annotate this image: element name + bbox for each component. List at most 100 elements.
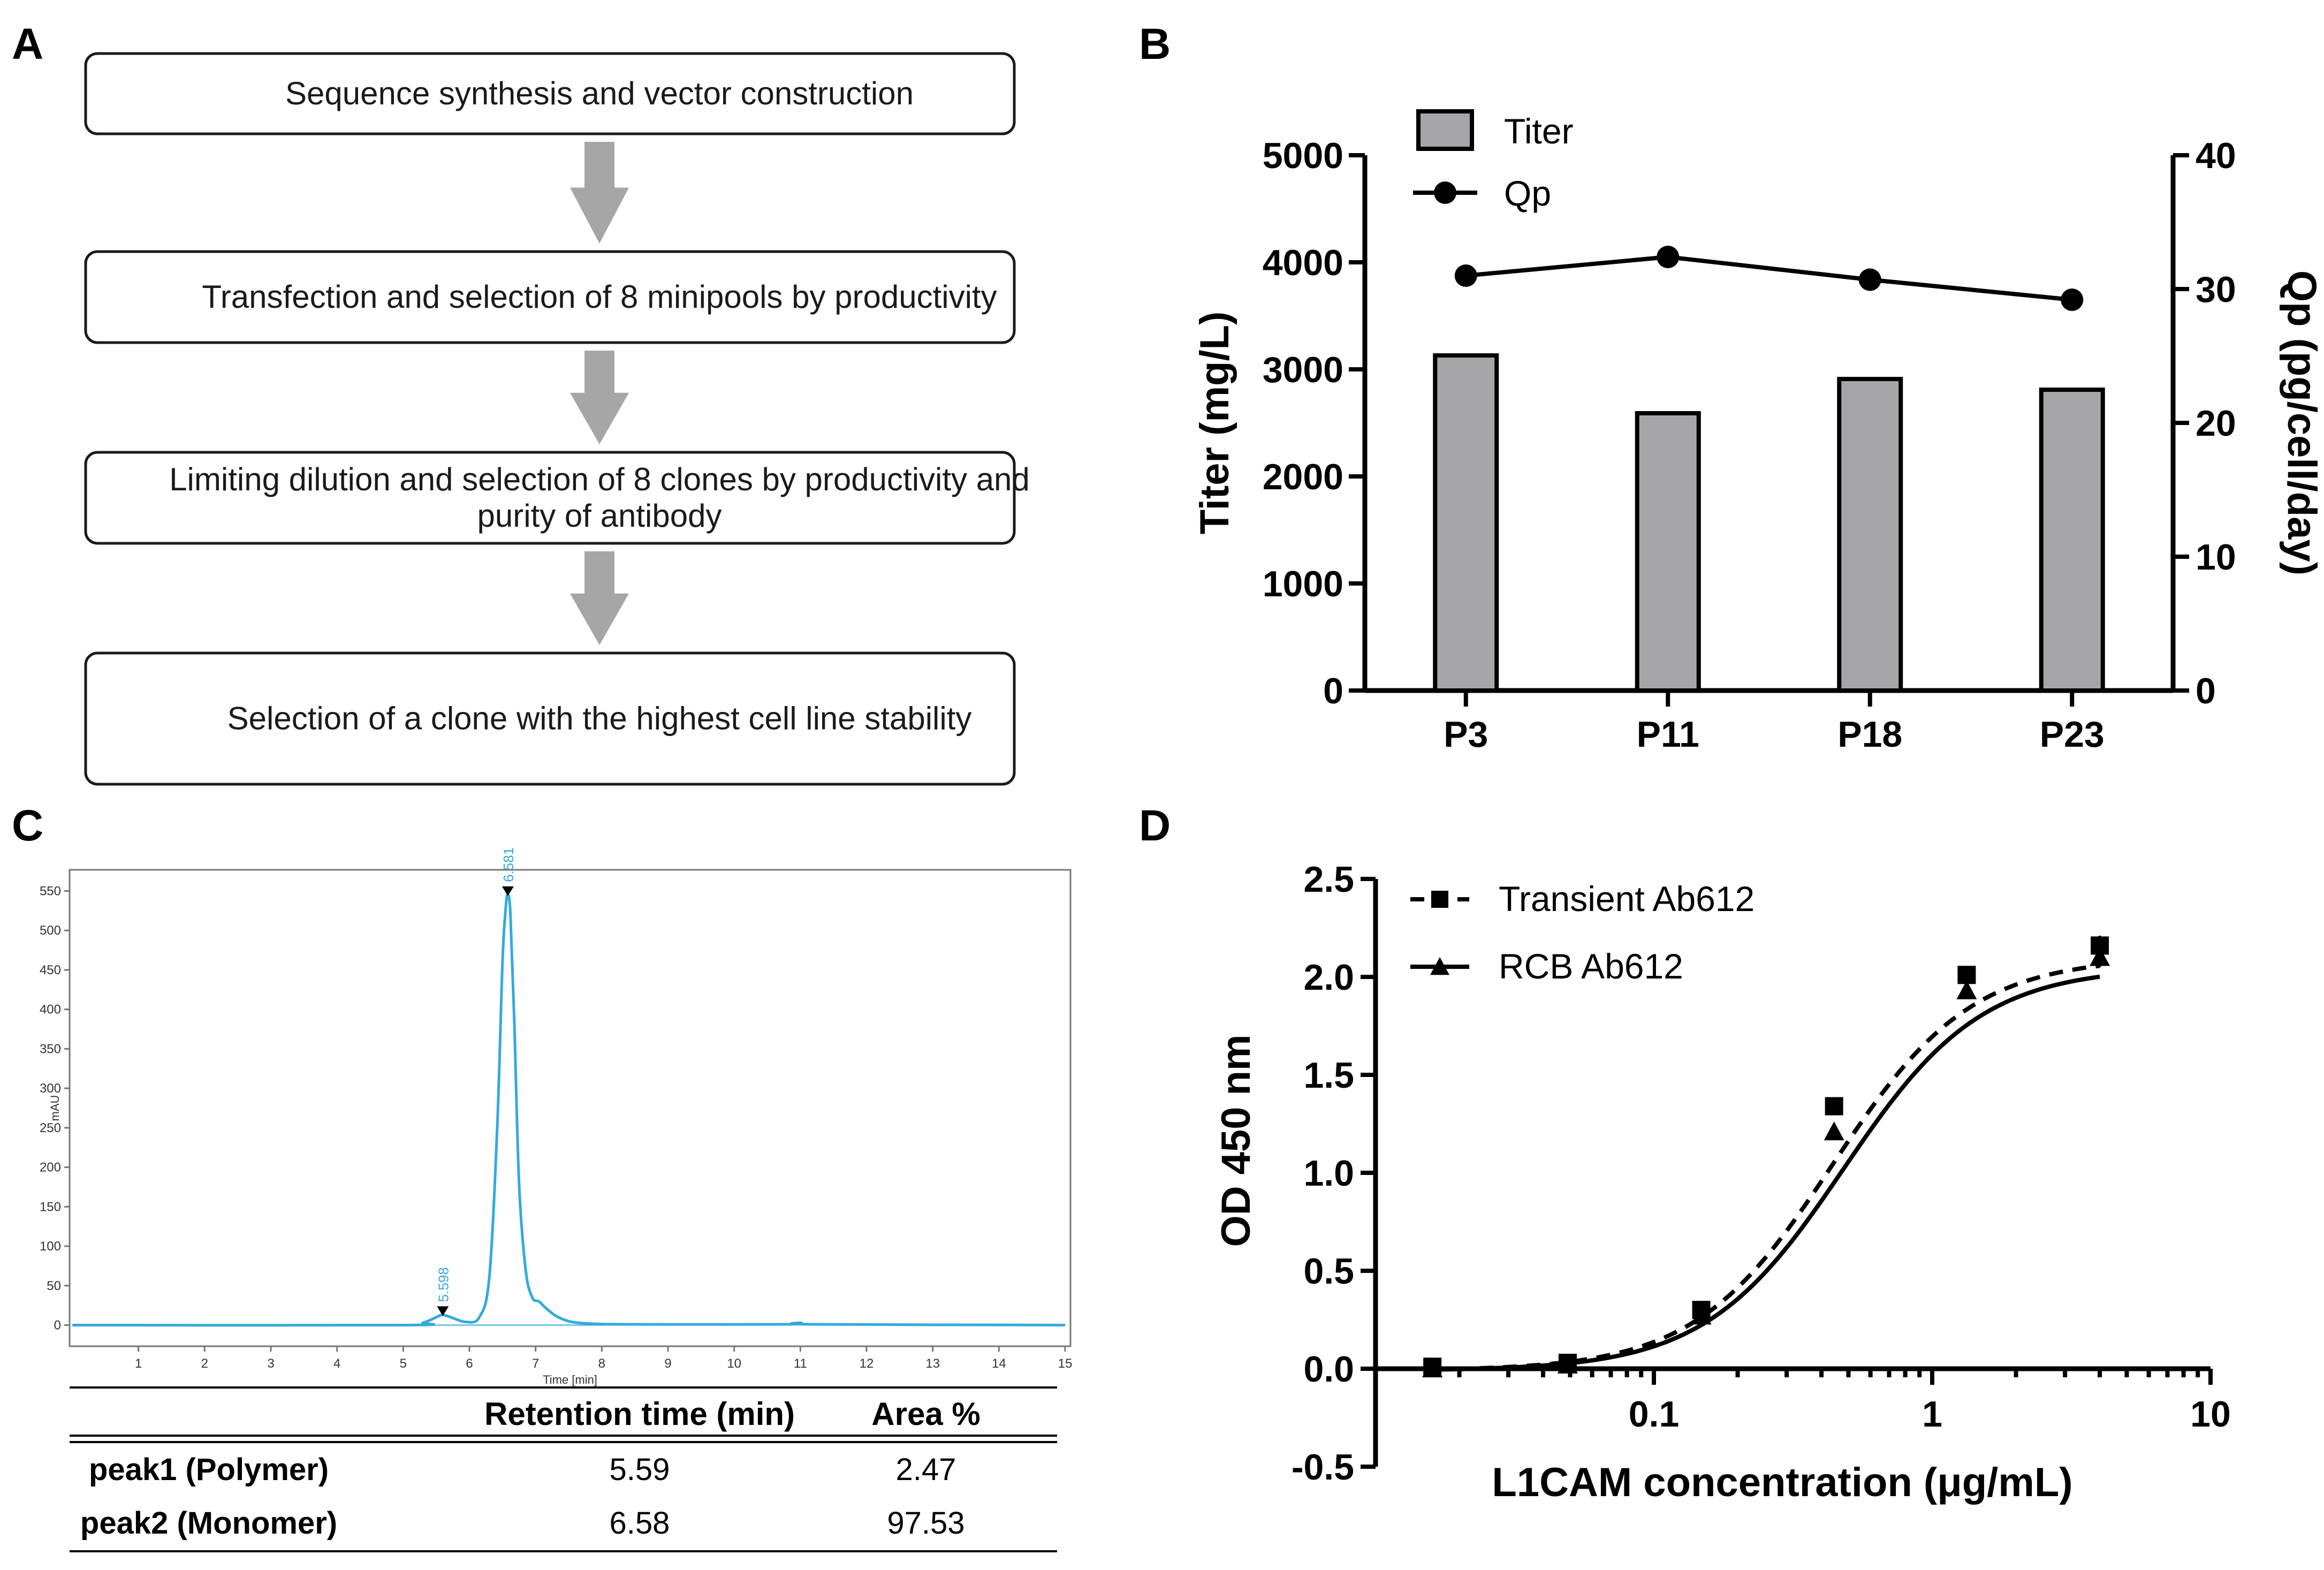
y-tick-label: 2.5 xyxy=(1303,859,1354,900)
y-tick-label: 450 xyxy=(40,963,61,977)
peak-table: Retention time (min) Area % peak1 (Polymer… xyxy=(70,1386,1057,1552)
chromatogram-trace xyxy=(72,893,1066,1327)
x-tick-label: P23 xyxy=(2040,714,2105,755)
rcb-data-point xyxy=(1422,1359,1443,1378)
x-tick-label: 14 xyxy=(992,1356,1006,1371)
flow-step-text: Transfection and selection of 8 minipool… xyxy=(202,279,997,315)
x-axis-title: Time [min] xyxy=(543,1373,597,1386)
x-tick-label: 5 xyxy=(400,1356,407,1371)
legend-qp-label: Qp xyxy=(1504,173,1551,213)
panel-a: A Sequence synthesis and vector construc… xyxy=(12,20,1030,786)
rcb-data-point xyxy=(1824,1121,1844,1141)
x-tick-label: P3 xyxy=(1444,714,1488,755)
y-tick-label: 100 xyxy=(40,1239,61,1254)
flowchart: Sequence synthesis and vector constructi… xyxy=(84,52,1030,786)
flow-step-box xyxy=(84,52,1016,135)
y-axis-title: OD 450 nm xyxy=(1213,1034,1259,1247)
chromatogram-frame xyxy=(69,869,1072,1347)
panel-b: B 0 1000 2000 3000 4000 5000 0 10 20 30 40 P3 P11 P18… xyxy=(1139,20,2324,755)
x-tick-label: 0.1 xyxy=(1629,1394,1680,1435)
x-tick-label: 1 xyxy=(135,1356,142,1371)
y-tick-label: 0.0 xyxy=(1303,1349,1354,1390)
left-y-axis-title: Titer (mg/L) xyxy=(1192,312,1237,535)
y-tick-label: 200 xyxy=(40,1161,61,1175)
y-tick-label: 50 xyxy=(47,1279,61,1293)
titer-bar xyxy=(1433,353,1499,693)
panel-d: D -0.5 0.0 0.5 1.0 1.5 2.0 2.5 0.1 1 10 L1CAM conc… xyxy=(1139,801,2231,1505)
rcb-data-point xyxy=(1956,980,1977,999)
x-tick-label: 10 xyxy=(2190,1394,2231,1435)
table-cell: 97.53 xyxy=(887,1506,964,1541)
left-y-tick-label: 1000 xyxy=(1263,564,1343,604)
titer-qp-chart: 0 1000 2000 3000 4000 5000 0 10 20 30 40 P3 P11 P18 P2… xyxy=(1192,109,2324,755)
y-tick-label: 350 xyxy=(40,1042,61,1056)
transient-fit-curve xyxy=(1432,964,2100,1372)
qp-point xyxy=(1858,268,1881,291)
y-tick-label: 2.0 xyxy=(1303,957,1354,998)
rcb-data-point xyxy=(1557,1354,1578,1374)
legend-qp-marker xyxy=(1434,181,1456,204)
right-y-tick-label: 30 xyxy=(2196,269,2236,310)
x-tick-label: 6 xyxy=(466,1356,473,1371)
table-cell: 5.59 xyxy=(610,1452,670,1487)
right-y-tick-label: 10 xyxy=(2196,537,2236,578)
legend-rcb-marker xyxy=(1430,957,1449,975)
left-y-tick-label: 5000 xyxy=(1263,135,1343,176)
legend-transient-label: Transient Ab612 xyxy=(1499,879,1755,919)
rcb-fit-curve xyxy=(1432,974,2100,1372)
y-tick-label: -0.5 xyxy=(1292,1447,1354,1488)
x-tick-label: 2 xyxy=(201,1356,208,1371)
legend-transient-marker xyxy=(1431,891,1448,908)
x-tick-label: 10 xyxy=(727,1356,741,1371)
titer-bar xyxy=(1837,377,1903,693)
y-tick-label: 500 xyxy=(40,923,61,938)
panel-letter-c: C xyxy=(12,801,43,850)
table-cell: 6.58 xyxy=(610,1506,670,1541)
peak-label: 6.581 xyxy=(500,847,517,882)
x-tick-label: 4 xyxy=(333,1356,340,1371)
flow-step-text: Sequence synthesis and vector constructi… xyxy=(285,75,914,111)
y-tick-label: 1.5 xyxy=(1303,1055,1354,1096)
x-tick-label: 15 xyxy=(1058,1356,1073,1371)
x-tick-label: 11 xyxy=(794,1356,807,1371)
right-y-tick-label: 40 xyxy=(2196,135,2236,176)
y-tick-label: 0.5 xyxy=(1303,1251,1354,1292)
y-tick-label: 300 xyxy=(40,1081,61,1096)
table-header-cell: Area % xyxy=(871,1396,980,1432)
elisa-binding-chart: -0.5 0.0 0.5 1.0 1.5 2.0 2.5 0.1 1 10 L1CAM concen… xyxy=(1213,859,2231,1505)
left-y-tick-label: 2000 xyxy=(1263,457,1343,497)
flow-step-text: purity of antibody xyxy=(477,498,722,534)
left-y-tick-label: 0 xyxy=(1323,671,1343,711)
left-y-tick-label: 3000 xyxy=(1263,350,1343,390)
x-tick-label: 3 xyxy=(267,1356,274,1371)
table-cell: 2.47 xyxy=(896,1452,956,1487)
y-tick-label: 1.0 xyxy=(1303,1153,1354,1194)
peak-marker-icon xyxy=(437,1306,449,1316)
right-y-tick-label: 0 xyxy=(2196,671,2216,711)
titer-bar xyxy=(1635,411,1701,693)
right-y-tick-label: 20 xyxy=(2196,403,2236,444)
titer-bar xyxy=(2039,388,2105,693)
y-tick-label: 250 xyxy=(40,1121,61,1135)
flow-step-box xyxy=(84,250,1016,344)
flow-step-box xyxy=(84,651,1016,786)
x-tick-label: 1 xyxy=(1922,1394,1942,1435)
qp-series-line xyxy=(1465,254,2072,302)
table-cell: peak1 (Polymer) xyxy=(89,1452,329,1487)
panel-letter-d: D xyxy=(1139,801,1171,850)
qp-point xyxy=(2061,289,2084,311)
table-header-cell: Retention time (min) xyxy=(484,1396,795,1432)
left-y-tick-label: 4000 xyxy=(1263,242,1343,283)
peak-label: 5.598 xyxy=(435,1267,451,1302)
x-tick-label: P11 xyxy=(1637,714,1699,755)
y-tick-label: 550 xyxy=(40,884,61,898)
x-tick-label: 13 xyxy=(925,1356,940,1371)
down-arrow-icon xyxy=(570,351,629,444)
right-y-axis-title: Qp (pg/cell/day) xyxy=(2279,270,2324,575)
x-tick-label: 9 xyxy=(664,1356,671,1371)
flow-step-text: Limiting dilution and selection of 8 clo… xyxy=(169,461,1030,497)
peak-marker-icon xyxy=(502,886,514,896)
down-arrow-icon xyxy=(570,551,629,645)
